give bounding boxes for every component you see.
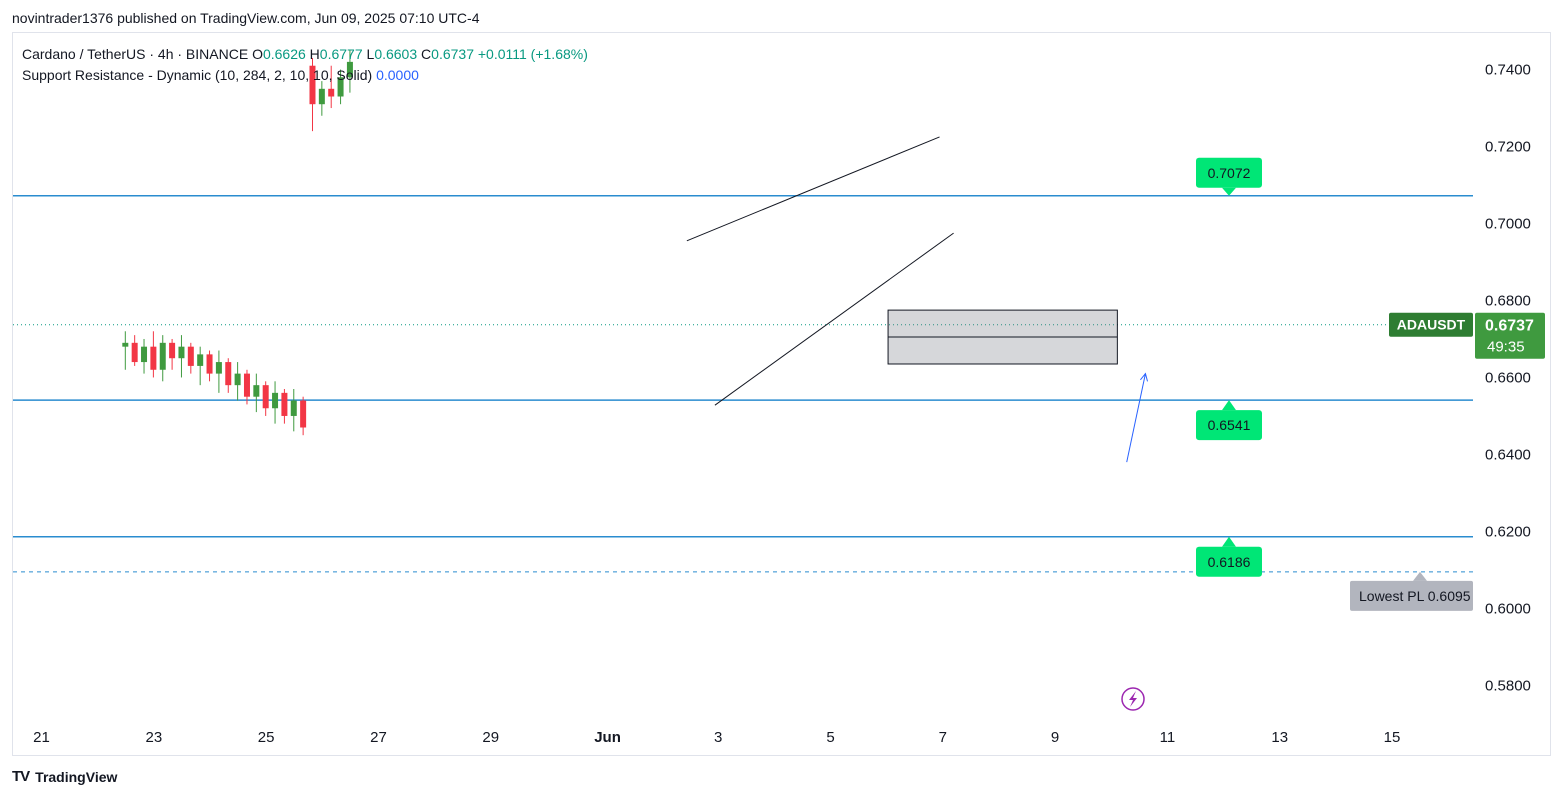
lowest-pl-badge <box>1350 580 1473 611</box>
lowest-pl-pointer <box>1413 571 1427 581</box>
candle-body-17 <box>281 392 288 416</box>
candle-body-19 <box>300 400 307 428</box>
level-badge-text-0: 0.7072 <box>1208 165 1251 181</box>
drawings <box>686 136 1148 463</box>
chart-frame[interactable] <box>12 32 1551 756</box>
candle-body-10 <box>215 362 222 374</box>
candle-body-12 <box>234 373 241 386</box>
price-tick-8: 0.5800 <box>1485 677 1531 694</box>
high-value: 0.6777 <box>319 46 363 62</box>
candle-body-22 <box>328 88 335 97</box>
tradingview-logo[interactable]: TV TradingView <box>12 768 117 785</box>
candle-body-5 <box>169 342 176 359</box>
indicator-label: Support Resistance - Dynamic (10, 284, 2… <box>22 67 373 83</box>
symbol-badge <box>1389 312 1473 337</box>
level-badge-2 <box>1196 546 1262 577</box>
candle-body-11 <box>225 362 232 386</box>
price-scale[interactable]: 0.7400 0.7200 0.7000 0.6800 0.6600 0.6400 0.62… <box>1389 62 1545 695</box>
price-tick-7: 0.6000 <box>1485 600 1531 617</box>
time-tick-11: 13 <box>1271 729 1288 746</box>
candle-body-16 <box>272 392 279 409</box>
candle-body-15 <box>262 385 269 409</box>
level-badge-0 <box>1196 157 1262 188</box>
lightning-icon[interactable] <box>1121 687 1145 711</box>
level-badge-pointer-1 <box>1222 400 1236 411</box>
change-value: +0.0111 (+1.68%) <box>477 46 588 62</box>
high-label: H <box>309 46 320 62</box>
ohlc-row: Cardano / TetherUS · 4h · BINANCE O0.662… <box>22 44 588 65</box>
candles <box>122 50 353 436</box>
countdown-text: 49:35 <box>1487 339 1525 356</box>
candle-body-0 <box>122 342 129 347</box>
price-tick-2: 0.7000 <box>1485 216 1531 233</box>
time-tick-4: 29 <box>482 729 499 746</box>
lowest-pl-text: Lowest PL 0.6095 <box>1359 588 1471 604</box>
price-tick-5: 0.6400 <box>1485 446 1531 463</box>
candle-body-24 <box>346 61 353 78</box>
low-value: 0.6603 <box>374 46 418 62</box>
candle-body-3 <box>150 346 157 370</box>
indicator-row: Support Resistance - Dynamic (10, 284, 2… <box>22 65 588 86</box>
price-tick-6: 0.6200 <box>1485 523 1531 540</box>
time-tick-5: Jun <box>594 729 621 746</box>
price-tick-3: 0.6800 <box>1485 292 1531 309</box>
symbol-badge-text: ADAUSDT <box>1397 317 1466 333</box>
support-resistance-lines <box>13 195 1473 573</box>
time-scale[interactable]: 21 23 25 27 29 Jun 3 5 7 9 11 13 15 <box>33 729 1400 746</box>
time-tick-9: 9 <box>1051 729 1059 746</box>
close-value: 0.6737 <box>431 46 474 62</box>
level-badge-pointer-0 <box>1222 187 1236 196</box>
price-tick-1: 0.7200 <box>1485 139 1531 156</box>
time-tick-7: 5 <box>826 729 834 746</box>
candle-body-8 <box>197 354 204 366</box>
time-tick-0: 21 <box>33 729 50 746</box>
candle-body-2 <box>141 346 148 363</box>
indicator-value: 0.0000 <box>376 67 419 83</box>
candle-body-14 <box>253 385 260 397</box>
price-tick-0: 0.7400 <box>1485 62 1531 79</box>
level-badge-text-2: 0.6186 <box>1208 554 1251 570</box>
open-label: O <box>252 46 263 62</box>
tv-logo-icon: TV <box>12 768 30 785</box>
close-label: C <box>421 46 432 62</box>
candle-body-18 <box>290 400 297 416</box>
time-tick-8: 7 <box>939 729 947 746</box>
level-badge-pointer-2 <box>1222 536 1236 547</box>
candle-body-20 <box>309 65 316 105</box>
open-value: 0.6626 <box>262 46 306 62</box>
candle-body-9 <box>206 354 213 374</box>
candle-body-13 <box>243 373 250 397</box>
arrow-line <box>1126 373 1146 463</box>
candle-body-4 <box>159 342 166 370</box>
chart-legend[interactable]: Cardano / TetherUS · 4h · BINANCE O0.662… <box>22 44 588 86</box>
current-price-text: 0.6737 <box>1485 318 1534 335</box>
price-tick-4: 0.6600 <box>1485 369 1531 386</box>
low-label: L <box>366 46 375 62</box>
candle-body-1 <box>131 342 138 363</box>
time-tick-10: 11 <box>1160 729 1176 746</box>
candle-body-23 <box>337 77 344 97</box>
arrow-head <box>1140 372 1148 382</box>
candle-body-21 <box>318 88 325 105</box>
time-tick-3: 27 <box>370 729 387 746</box>
trendline-1 <box>714 232 954 406</box>
time-tick-12: 15 <box>1384 729 1401 746</box>
level-labels: 0.7072 0.6541 0.6186 Lowest PL 0.6095 <box>1196 157 1473 611</box>
publish-header: novintrader1376 published on TradingView… <box>12 10 480 26</box>
brand-name: TradingView <box>35 768 118 785</box>
time-tick-1: 23 <box>145 729 162 746</box>
current-price-badge <box>1475 312 1545 359</box>
level-badge-1 <box>1196 410 1262 441</box>
level-badge-text-1: 0.6541 <box>1208 417 1251 433</box>
symbol-line: Cardano / TetherUS · 4h · BINANCE <box>22 46 249 62</box>
candle-body-6 <box>178 346 185 359</box>
time-tick-2: 25 <box>258 729 275 746</box>
trendline-0 <box>686 136 940 242</box>
candle-body-7 <box>187 346 194 366</box>
time-tick-6: 3 <box>714 729 722 746</box>
